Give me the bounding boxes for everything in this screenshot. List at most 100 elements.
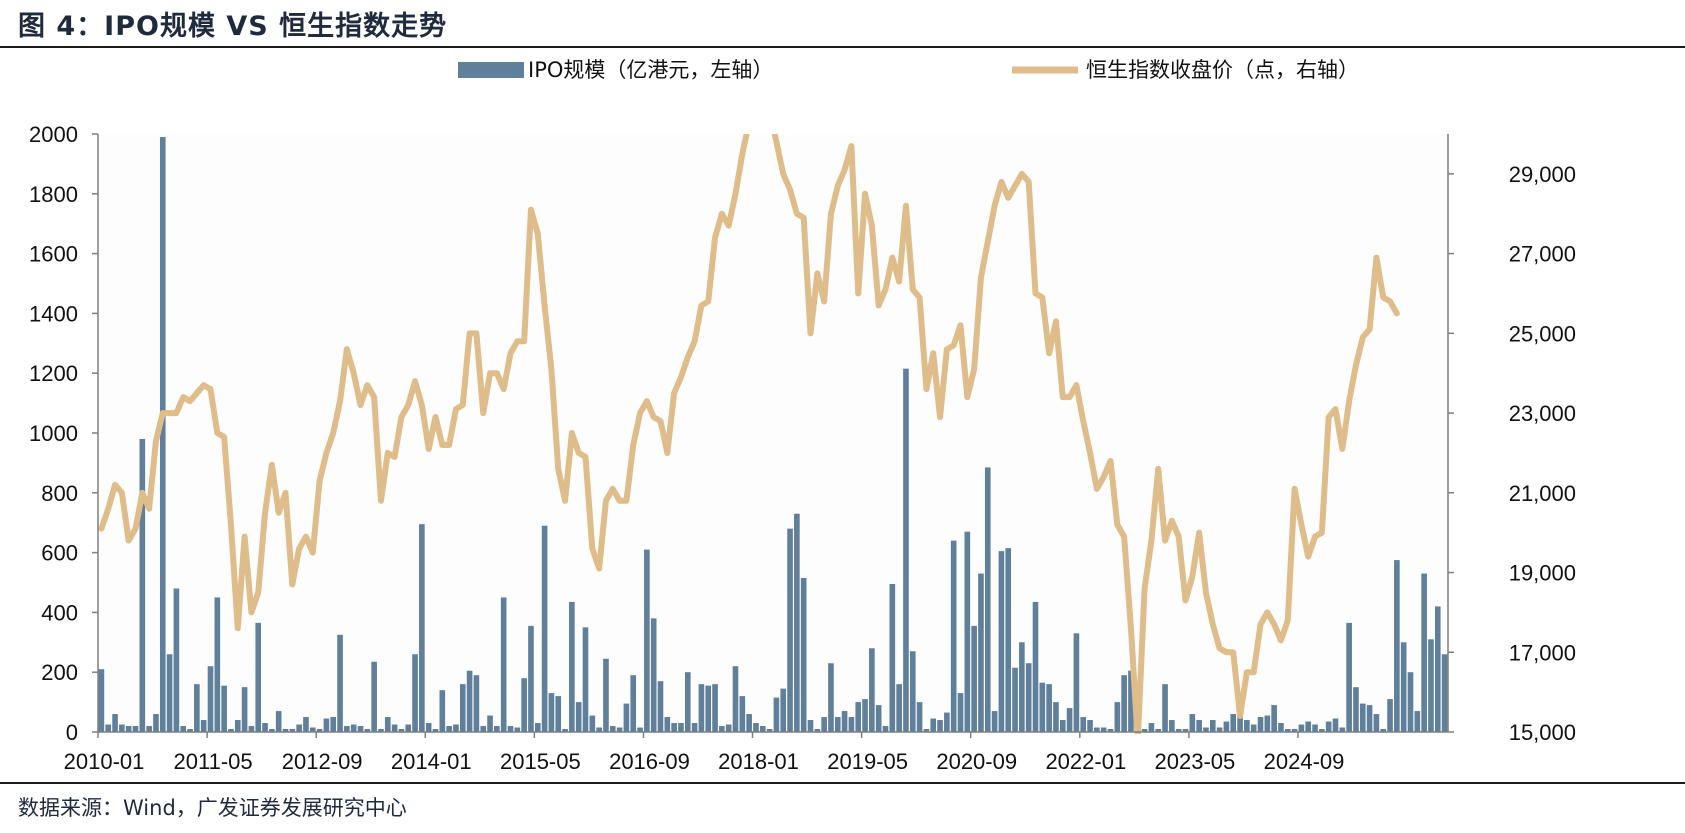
ipo-bar	[1114, 702, 1121, 732]
ipo-bar	[1216, 727, 1223, 732]
ipo-bar	[1264, 715, 1271, 732]
ipo-bar	[146, 726, 152, 732]
ipo-bar	[684, 672, 691, 732]
ipo-bar	[228, 729, 234, 732]
left-tick-label: 2000	[29, 122, 78, 147]
ipo-bar	[1305, 721, 1312, 732]
ipo-bar	[303, 717, 309, 732]
ipo-bar	[316, 729, 323, 732]
right-tick-label: 15,000	[1509, 720, 1576, 745]
ipo-bar	[1346, 622, 1352, 732]
x-tick-label: 2022-01	[1045, 749, 1126, 774]
ipo-bar	[289, 729, 296, 732]
ipo-bar	[548, 693, 555, 732]
ipo-bar	[541, 525, 548, 732]
ipo-bar	[439, 690, 446, 732]
x-tick-label: 2010-01	[64, 749, 145, 774]
ipo-bar	[671, 723, 677, 732]
ipo-bar	[412, 654, 418, 732]
left-axis-ticks: 0 200 400 600 800 1000 1200 1400 1600 1800 2000	[29, 122, 98, 745]
ipo-bar	[119, 724, 125, 732]
chart: 0 200 400 600 800 1000 1200 1400 1600 1800 2000 15…	[29, 58, 1576, 774]
ipo-bar	[1414, 711, 1421, 732]
ipo-bar	[848, 717, 855, 732]
ipo-bar	[780, 688, 787, 732]
ipo-bar	[1428, 639, 1434, 732]
ipo-bar	[944, 712, 950, 732]
ipo-bar	[1312, 724, 1318, 732]
x-tick-label: 2018-01	[718, 749, 799, 774]
ipo-bar	[173, 588, 180, 732]
ipo-bar	[194, 684, 200, 732]
left-tick-label: 400	[41, 600, 78, 625]
ipo-bar	[1278, 723, 1284, 732]
ipo-bar	[569, 601, 575, 732]
ipo-bar	[514, 727, 521, 732]
ipo-bar	[1209, 720, 1216, 732]
ipo-bar	[309, 727, 316, 732]
ipo-bar	[1373, 714, 1380, 732]
ipo-bar	[739, 696, 746, 732]
ipo-bar	[384, 717, 391, 732]
x-axis-ticks: 2010-01 2011-05 2012-09 2014-01 2015-05 2016-…	[64, 732, 1344, 774]
ipo-bar	[269, 729, 275, 732]
ipo-bar	[398, 729, 405, 732]
ipo-bar	[507, 726, 514, 732]
ipo-bar	[159, 136, 166, 733]
ipo-bar	[1080, 717, 1087, 732]
right-tick-label: 19,000	[1509, 561, 1576, 586]
ipo-bar	[487, 715, 493, 732]
left-tick-label: 1600	[29, 242, 78, 267]
ipo-bar	[814, 729, 821, 732]
ipo-bar	[466, 670, 473, 732]
ipo-bar	[1066, 708, 1073, 732]
ipo-bar	[555, 696, 562, 732]
x-tick-label: 2020-09	[936, 749, 1017, 774]
left-tick-label: 1400	[29, 301, 78, 326]
ipo-bar	[766, 729, 773, 732]
ipo-bar	[984, 467, 991, 732]
ipo-bar	[753, 723, 759, 732]
ipo-bar	[562, 729, 568, 732]
ipo-bar	[712, 684, 718, 732]
ipo-bar	[1128, 670, 1134, 732]
x-tick-label: 2019-05	[827, 749, 908, 774]
ipo-bar	[98, 669, 105, 732]
ipo-bar	[719, 726, 725, 732]
ipo-bar	[200, 720, 207, 732]
left-tick-label: 800	[41, 481, 78, 506]
ipo-bar	[637, 727, 643, 732]
right-tick-label: 21,000	[1509, 481, 1576, 506]
ipo-bar	[1121, 675, 1127, 732]
right-tick-label: 17,000	[1509, 640, 1576, 665]
ipo-bar	[903, 368, 909, 732]
ipo-bar	[800, 578, 807, 732]
ipo-bar	[787, 528, 793, 732]
ipo-bar	[691, 723, 698, 732]
ipo-bar	[500, 597, 507, 732]
ipo-bar	[589, 715, 596, 732]
ipo-bar	[1012, 667, 1018, 732]
ipo-bar	[425, 723, 432, 732]
ipo-bar	[882, 726, 889, 732]
legend-swatch-ipo	[458, 62, 524, 78]
ipo-bar	[344, 726, 350, 732]
ipo-bar	[896, 684, 902, 732]
ipo-bar	[473, 675, 480, 732]
ipo-bar	[262, 723, 268, 732]
ipo-bar	[596, 727, 602, 732]
ipo-bar	[998, 551, 1005, 732]
x-tick-label: 2023-05	[1155, 749, 1236, 774]
ipo-bar	[1155, 729, 1162, 732]
hsi-line	[98, 134, 1400, 734]
ipo-bar	[378, 729, 384, 732]
ipo-bar	[916, 702, 923, 732]
ipo-bar	[855, 702, 862, 732]
ipo-bar	[1387, 699, 1393, 732]
ipo-bar	[323, 718, 330, 732]
left-tick-label: 0	[66, 720, 78, 745]
ipo-bar	[575, 702, 582, 732]
ipo-bar	[923, 729, 930, 732]
ipo-bar	[937, 720, 943, 732]
ipo-bar	[166, 654, 173, 732]
